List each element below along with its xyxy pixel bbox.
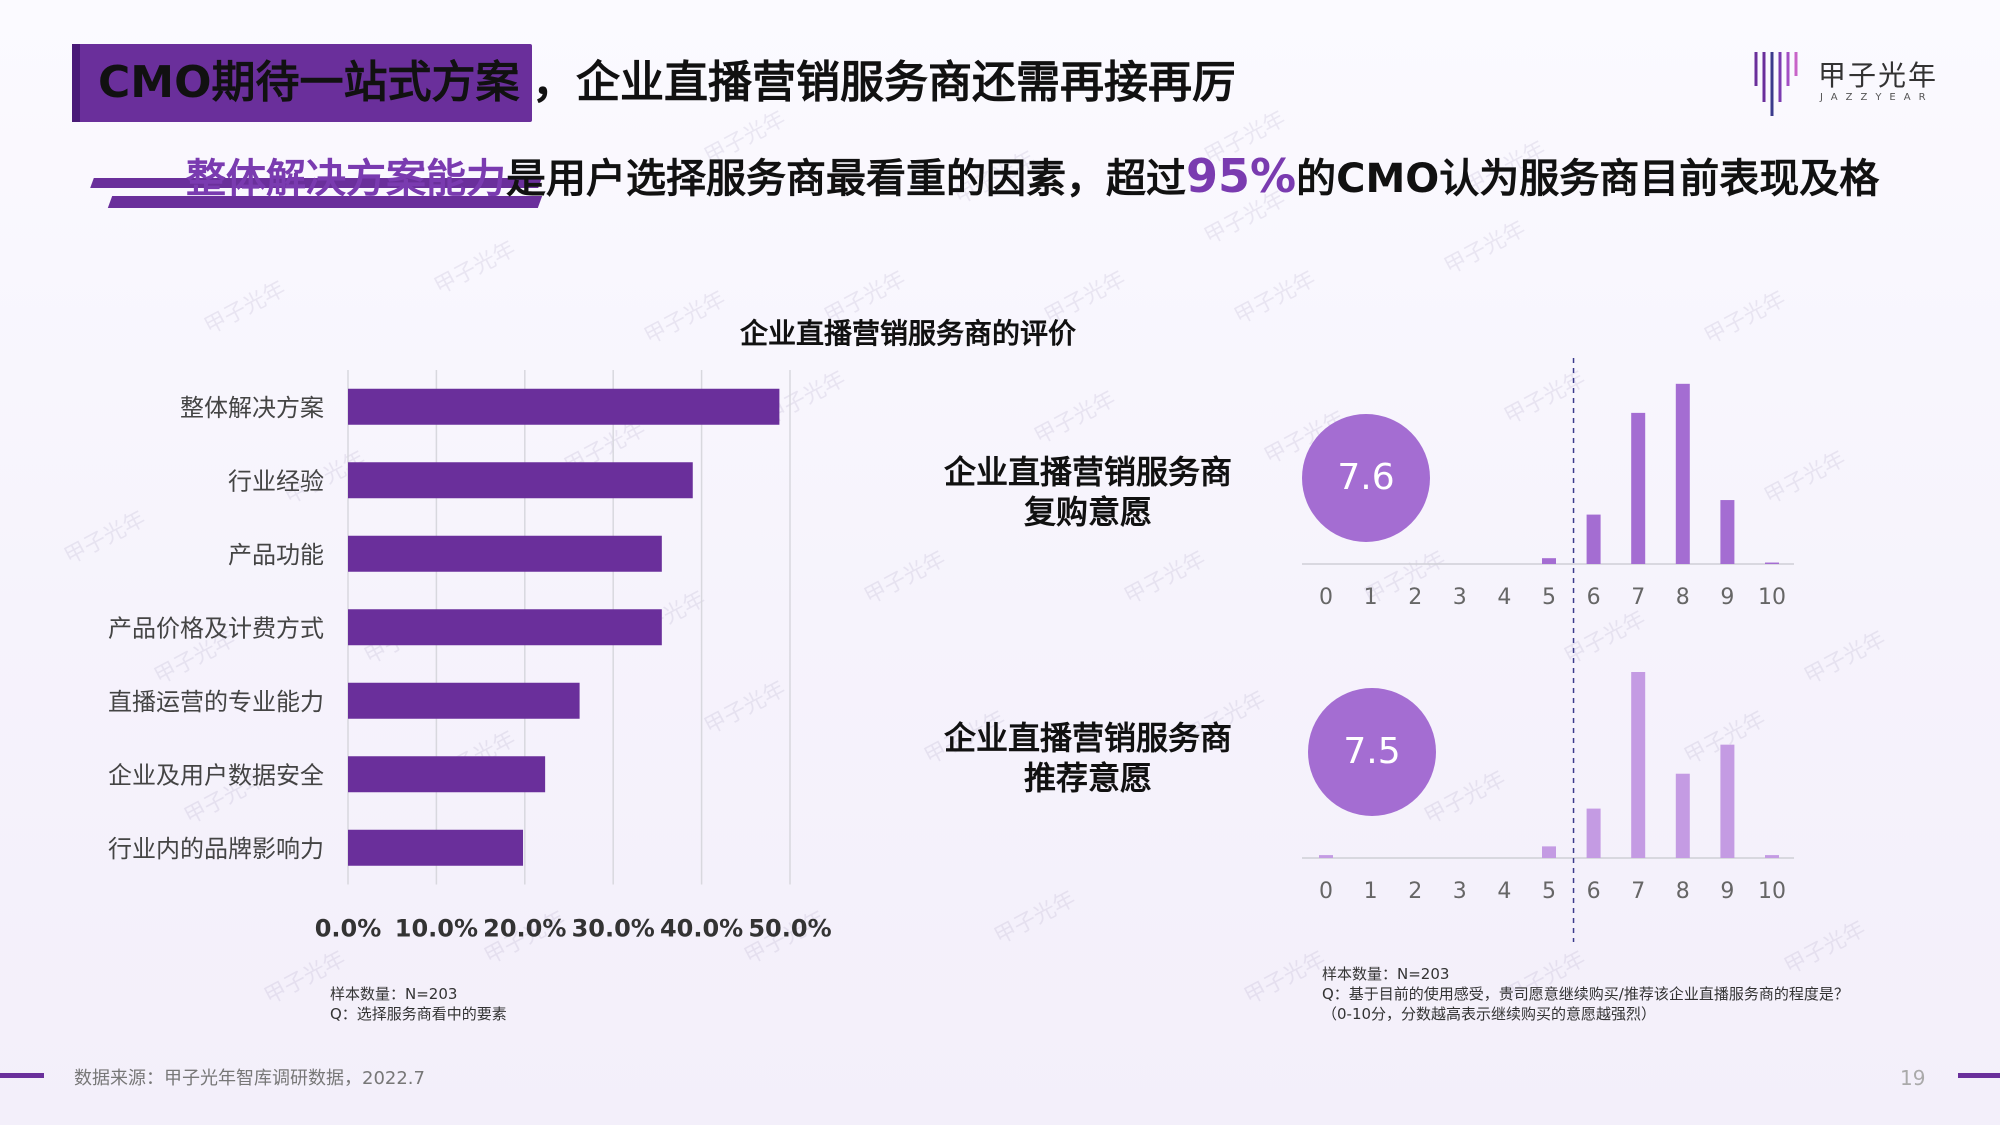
repurchase-label-line1: 企业直播营销服务商: [943, 453, 1232, 491]
score-tick-label: 4: [1497, 879, 1511, 904]
footer-accent-left: [0, 1073, 44, 1078]
category-label: 产品功能: [228, 541, 324, 569]
score-bar: [1720, 500, 1735, 564]
score-bar: [1675, 383, 1690, 564]
x-tick-label: 0.0%: [315, 915, 382, 941]
subtitle-text-end: 的CMO认为服务商目前表现及格: [1296, 156, 1880, 202]
subtitle-text: 是用户选择服务商最看重的因素，超过: [506, 156, 1186, 202]
page-number: 19: [1900, 1066, 1926, 1090]
title-highlight-edge: [72, 44, 80, 122]
bar: [348, 682, 580, 719]
category-label: 整体解决方案: [180, 394, 324, 422]
category-label: 行业经验: [228, 467, 324, 495]
watermark: 甲子光年: [1700, 286, 1790, 350]
bar-chart-note-sample: 样本数量：N=203: [330, 985, 458, 1003]
category-label: 产品价格及计费方式: [108, 614, 324, 642]
title-highlight-box: [72, 44, 532, 122]
score-tick-label: 6: [1587, 879, 1601, 904]
score-bar: [1765, 855, 1779, 858]
score-bar: [1586, 808, 1601, 858]
score-tick-label: 5: [1542, 879, 1556, 904]
bar: [348, 462, 693, 499]
watermark: 甲子光年: [990, 886, 1080, 950]
recommend-label-line1: 企业直播营销服务商: [943, 719, 1232, 757]
score-bar: [1720, 744, 1735, 858]
score-tick-label: 0: [1319, 879, 1333, 904]
score-tick-label: 4: [1497, 585, 1511, 610]
watermark: 甲子光年: [1800, 626, 1890, 690]
score-bar: [1542, 846, 1556, 858]
score-tick-label: 10: [1758, 879, 1786, 904]
jazzyear-logo-icon: [1754, 52, 1798, 116]
score-tick-label: 10: [1758, 585, 1786, 610]
score-tick-label: 3: [1453, 879, 1467, 904]
watermark: 甲子光年: [1240, 946, 1330, 1010]
bar: [348, 535, 662, 572]
repurchase-label: 企业直播营销服务商 复购意愿: [908, 452, 1268, 532]
score-note-question: Q：基于目前的使用感受，贵司愿意继续购买/推荐该企业直播服务商的程度是？: [1322, 985, 1849, 1003]
footer-source: 数据来源：甲子光年智库调研数据，2022.7: [74, 1068, 425, 1089]
score-note-scale: （0-10分，分数越高表示继续购买的意愿越强烈）: [1322, 1005, 1657, 1023]
score-bar: [1319, 855, 1333, 858]
watermark: 甲子光年: [200, 276, 290, 340]
bar: [348, 829, 524, 866]
score-bar: [1542, 558, 1556, 564]
bar-chart: 0.0% 10.0% 20.0% 30.0% 40.0% 50.0% 整体解决方案行业经验产…: [108, 370, 832, 941]
score-tick-label: 5: [1542, 585, 1556, 610]
footer-accent-right: [1958, 1073, 2000, 1078]
subtitle: 整体解决方案能力是用户选择服务商最看重的因素，超过95%的CMO认为服务商目前表…: [186, 148, 1879, 207]
subtitle-percent: 95%: [1186, 149, 1297, 203]
logo-subtext: JAZZYEAR: [1820, 92, 1934, 103]
watermark: 甲子光年: [1030, 386, 1120, 450]
recommend-label: 企业直播营销服务商 推荐意愿: [908, 718, 1268, 798]
score-note-sample: 样本数量：N=203: [1322, 965, 1450, 983]
score-tick-label: 7: [1631, 879, 1645, 904]
bar: [348, 388, 780, 425]
watermark: 甲子光年: [640, 286, 730, 350]
logo-name: 甲子光年: [1818, 59, 1939, 92]
score-tick-label: 6: [1587, 585, 1601, 610]
score-tick-label: 9: [1720, 879, 1734, 904]
score-bar: [1586, 514, 1601, 564]
category-label: 行业内的品牌影响力: [108, 835, 324, 863]
subtitle-highlight: 整体解决方案能力: [186, 156, 506, 202]
watermark: 甲子光年: [1440, 216, 1530, 280]
x-tick-label: 30.0%: [572, 915, 655, 941]
page-title-highlight: CMO期待一站式方案: [98, 57, 520, 108]
x-tick-label: 10.0%: [395, 915, 478, 941]
score-tick-label: 1: [1364, 879, 1378, 904]
score-bar: [1675, 773, 1690, 858]
watermark: 甲子光年: [860, 546, 950, 610]
page-title: ，企业直播营销服务商还需再接再厉: [532, 57, 1236, 108]
watermark: 甲子光年: [1230, 266, 1320, 330]
chart-title: 企业直播营销服务商的评价: [740, 317, 1077, 350]
repurchase-label-line2: 复购意愿: [1023, 493, 1152, 531]
x-tick-label: 40.0%: [660, 915, 743, 941]
score-bar: [1631, 672, 1646, 858]
score-distribution-charts: 0 1 2 3 4 5 6 7 8 9 10 0 1 2 3 4 5 6 7 8 9 10: [1302, 358, 1794, 942]
bar-chart-note-question: Q：选择服务商看中的要素: [330, 1005, 507, 1023]
score-tick-label: 3: [1453, 585, 1467, 610]
score-tick-label: 0: [1319, 585, 1333, 610]
category-label: 企业及用户数据安全: [108, 761, 324, 789]
score-tick-label: 2: [1408, 879, 1422, 904]
bar: [348, 756, 546, 793]
score-bar: [1631, 412, 1646, 564]
score-tick-label: 7: [1631, 585, 1645, 610]
bar: [348, 609, 662, 646]
x-tick-label: 50.0%: [748, 915, 831, 941]
recommend-label-line2: 推荐意愿: [1023, 759, 1152, 797]
score-bar: [1765, 562, 1779, 564]
score-tick-label: 9: [1720, 585, 1734, 610]
score-tick-label: 8: [1676, 585, 1690, 610]
recommend-score-badge: 7.5: [1308, 688, 1436, 816]
score-tick-label: 1: [1364, 585, 1378, 610]
category-label: 直播运营的专业能力: [108, 688, 324, 716]
score-tick-label: 8: [1676, 879, 1690, 904]
repurchase-score-badge: 7.6: [1302, 414, 1430, 542]
watermark: 甲子光年: [430, 236, 520, 300]
watermark: 甲子光年: [1120, 546, 1210, 610]
x-tick-label: 20.0%: [483, 915, 566, 941]
score-tick-label: 2: [1408, 585, 1422, 610]
